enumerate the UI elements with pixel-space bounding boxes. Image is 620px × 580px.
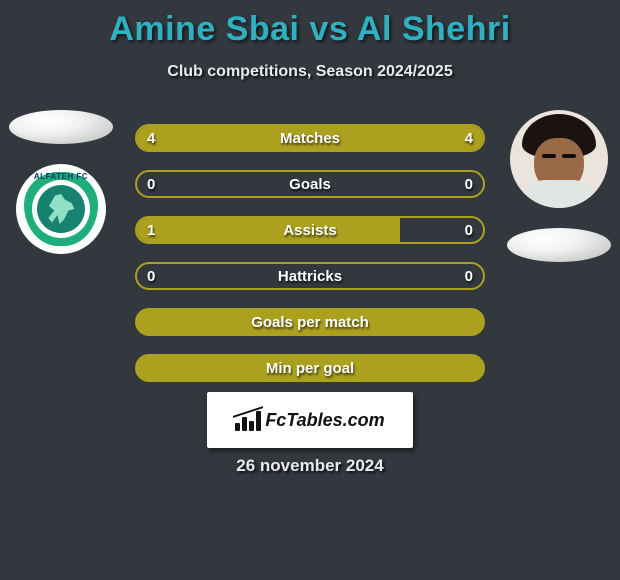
stat-row-gpm: Goals per match	[135, 308, 485, 336]
stat-label: Hattricks	[137, 264, 483, 288]
subtitle: Club competitions, Season 2024/2025	[0, 63, 620, 81]
brand-text: FcTables.com	[265, 410, 384, 431]
brand-chart-icon	[235, 409, 261, 431]
comparison-bars: 44Matches 00Goals 10Assists 00Hattricks Goal…	[135, 100, 485, 382]
stat-label: Min per goal	[137, 356, 483, 380]
stat-row-goals: 00Goals	[135, 170, 485, 198]
comparison-area: 44Matches 00Goals 10Assists 00Hattricks Goal…	[0, 100, 620, 382]
stat-label: Goals per match	[137, 310, 483, 334]
stat-label: Matches	[137, 126, 483, 150]
stat-row-mpg: Min per goal	[135, 354, 485, 382]
stat-label: Goals	[137, 172, 483, 196]
page-title: Amine Sbai vs Al Shehri	[0, 0, 620, 49]
stat-row-hattricks: 00Hattricks	[135, 262, 485, 290]
stat-row-assists: 10Assists	[135, 216, 485, 244]
stat-label: Assists	[137, 218, 483, 242]
stat-row-matches: 44Matches	[135, 124, 485, 152]
snapshot-date: 26 november 2024	[0, 456, 620, 476]
brand-banner[interactable]: FcTables.com	[207, 392, 413, 448]
